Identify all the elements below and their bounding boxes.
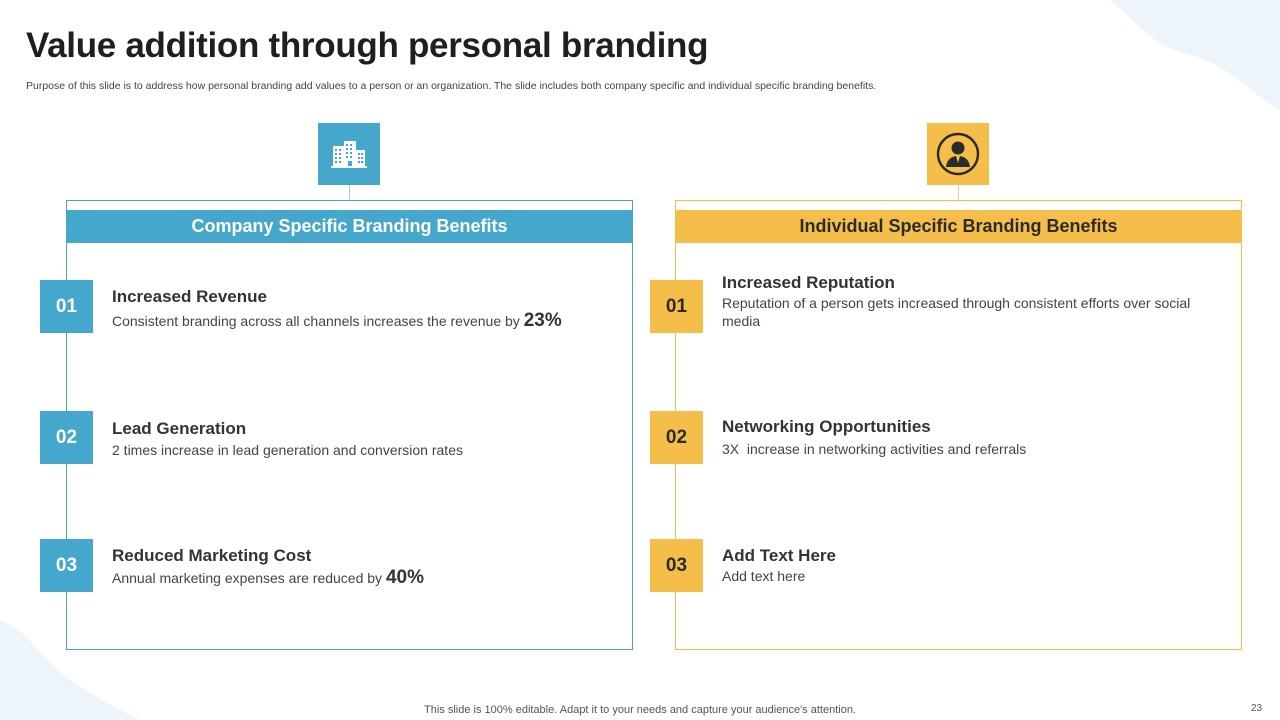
company-item-3-number: 03 bbox=[40, 539, 93, 592]
individual-item-1-desc: Reputation of a person gets increased th… bbox=[722, 295, 1191, 329]
individual-item-2-number: 02 bbox=[650, 411, 703, 464]
background-blob-bottom-left bbox=[0, 620, 140, 720]
company-item-1-highlight: 23% bbox=[523, 310, 562, 331]
businessman-icon bbox=[936, 132, 980, 176]
individual-item-2-desc: 3X increase in networking activities and… bbox=[722, 441, 1027, 457]
company-item-3-title: Reduced Marketing Cost bbox=[112, 546, 312, 565]
background-blob-top-right bbox=[1110, 0, 1280, 110]
slide-footer-note: This slide is 100% editable. Adapt it to… bbox=[424, 704, 856, 716]
individual-item-3-number: 03 bbox=[650, 539, 703, 592]
company-item-1-desc: Consistent branding across all channels … bbox=[112, 310, 582, 331]
individual-item-3-desc: Add text here bbox=[722, 568, 806, 584]
company-item-2-title: Lead Generation bbox=[112, 419, 247, 438]
page-subtitle: Purpose of this slide is to address how … bbox=[26, 80, 877, 92]
individual-item-1-title: Increased Reputation bbox=[722, 273, 895, 292]
individual-item-1-number: 01 bbox=[650, 280, 703, 333]
company-item-1-title: Increased Revenue bbox=[112, 287, 267, 306]
individual-item-2-title: Networking Opportunities bbox=[722, 417, 931, 436]
company-item-2-number: 02 bbox=[40, 411, 93, 464]
company-connector-line bbox=[349, 185, 350, 201]
company-item-3-desc: Annual marketing expenses are reduced by… bbox=[112, 567, 582, 588]
company-panel-header: Company Specific Branding Benefits bbox=[66, 210, 633, 243]
company-item-1-desc-text: Consistent branding across all channels … bbox=[112, 313, 520, 329]
company-item-3-desc-text: Annual marketing expenses are reduced by bbox=[112, 570, 383, 586]
individual-item-3-title: Add Text Here bbox=[722, 546, 836, 565]
page-number: 23 bbox=[1251, 703, 1263, 714]
company-item-2-desc: 2 times increase in lead generation and … bbox=[112, 442, 463, 458]
individual-icon-box bbox=[927, 123, 989, 185]
individual-panel-header: Individual Specific Branding Benefits bbox=[675, 210, 1242, 243]
office-building-icon bbox=[331, 141, 367, 168]
individual-connector-line bbox=[958, 185, 959, 201]
company-icon-box bbox=[318, 123, 380, 185]
company-item-3-highlight: 40% bbox=[385, 567, 424, 588]
company-item-1-number: 01 bbox=[40, 280, 93, 333]
page-title: Value addition through personal branding bbox=[26, 26, 709, 65]
